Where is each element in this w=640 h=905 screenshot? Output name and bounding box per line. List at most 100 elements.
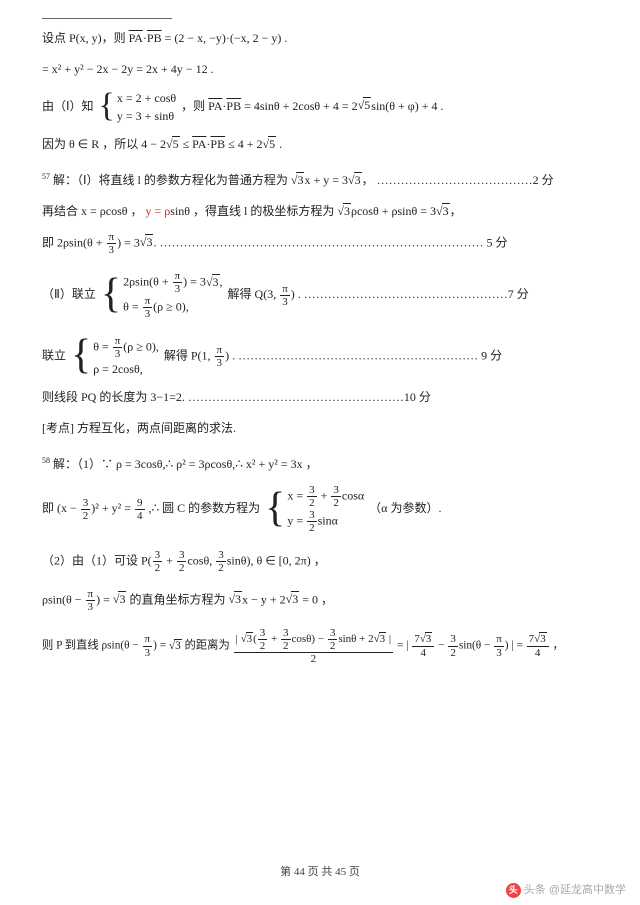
- text-line: 57 解：（Ⅰ）将直线 l 的参数方程化为普通方程为 √3x + y = 3√3…: [42, 169, 598, 192]
- t: ，: [550, 640, 564, 652]
- big-frac: | √3(32 + 32cosθ) − 32sinθ + 2√3 | 2: [234, 627, 394, 665]
- frac: 32: [448, 633, 458, 658]
- sqrt: 3: [354, 172, 362, 187]
- t: ) = 3: [117, 235, 140, 249]
- t: 的距离为: [182, 640, 233, 652]
- vec: PA: [208, 98, 222, 112]
- row: y = 32sinα: [287, 509, 364, 534]
- rows: x = 32 + 32cosα y = 32sinα: [287, 484, 364, 534]
- frac: π3: [215, 344, 225, 369]
- text-line: 因为 θ ∈ R ，所以 4 − 2√5 ≤ PA·PB ≤ 4 + 2√5 .: [42, 133, 598, 156]
- row: y = 3 + sinθ: [117, 107, 176, 125]
- t: = 0 ，: [299, 592, 333, 606]
- sqrt: 3: [442, 203, 450, 218]
- sqrt: 3: [174, 639, 182, 652]
- t: x − y + 2: [242, 592, 286, 606]
- rows: 2ρsin(θ + π3) = 3√3, θ = π3(ρ ≥ 0),: [123, 270, 222, 320]
- text-line: 则线段 PQ 的长度为 3−1=2. ………………………………………………10 …: [42, 386, 598, 409]
- t: = (2 − x, −y)·(−x, 2 − y) .: [165, 31, 288, 45]
- text-line: 58 解：（1）∵ ρ = 3cosθ,∴ ρ² = 3ρcosθ,∴ x² +…: [42, 453, 598, 476]
- qnum: 57: [42, 172, 50, 181]
- frac: π3: [494, 633, 504, 658]
- t: ) | =: [505, 640, 526, 652]
- sqrt: 5: [172, 136, 180, 151]
- vec: PB: [210, 137, 225, 151]
- frac: 7√34: [412, 633, 434, 658]
- text-line: 即 (x − 32)² + y² = 94 ,∴ 圆 C 的参数方程为 { x …: [42, 484, 598, 534]
- text-line: 设点 P(x, y)，则 PA·PB = (2 − x, −y)·(−x, 2 …: [42, 27, 598, 50]
- t: 解得 Q(3,: [228, 287, 280, 301]
- t: cosθ,: [187, 553, 215, 567]
- t: sin(θ −: [459, 640, 493, 652]
- t: .: [279, 137, 282, 151]
- row: ρ = 2cosθ,: [93, 360, 159, 378]
- sqrt: 3: [343, 203, 351, 218]
- score: 5 分: [483, 235, 507, 249]
- score: 2 分: [533, 173, 554, 187]
- vec: PB: [147, 31, 162, 45]
- t: ) =: [96, 592, 113, 606]
- vec: PA: [192, 137, 206, 151]
- text-line: （Ⅱ）联立 { 2ρsin(θ + π3) = 3√3, θ = π3(ρ ≥ …: [42, 270, 598, 320]
- t: （α 为参数）.: [369, 501, 441, 515]
- text-line: 即 2ρsin(θ + π3) = 3√3. ………………………………………………: [42, 231, 598, 256]
- t: ，: [450, 204, 462, 218]
- t: ρsin(θ −: [42, 592, 85, 606]
- t: )² + y² =: [91, 501, 134, 515]
- row: θ = π3(ρ ≥ 0),: [93, 335, 159, 360]
- t: 即 2ρsin(θ +: [42, 235, 106, 249]
- text-line: 联立 { θ = π3(ρ ≥ 0), ρ = 2cosθ, 解得 P(1, π…: [42, 335, 598, 378]
- frac: 32: [153, 549, 163, 574]
- brace-icon: {: [71, 337, 91, 375]
- rule-top: [42, 18, 172, 19]
- t: sinθ ，得直线 l 的极坐标方程为: [170, 204, 337, 218]
- row: θ = π3(ρ ≥ 0),: [123, 295, 222, 320]
- score: 9 分: [478, 348, 502, 362]
- frac: π3: [280, 283, 290, 308]
- text-line: = x² + y² − 2x − 2y = 2x + 4y − 12 .: [42, 58, 598, 81]
- frac: 94: [135, 497, 145, 522]
- text-line: 再结合 x = ρcosθ ， y = ρsinθ ，得直线 l 的极坐标方程为…: [42, 200, 598, 223]
- vec: PB: [226, 98, 241, 112]
- t: 因为 θ ∈ R ，所以 4 − 2: [42, 137, 166, 151]
- cases: { x = 2 + cosθ y = 3 + sinθ: [99, 89, 177, 125]
- score: 7 分: [508, 287, 529, 301]
- t: −: [435, 640, 447, 652]
- dots: ………………………………………………: [188, 390, 404, 404]
- frac: 32: [177, 549, 187, 574]
- t: ) .: [291, 287, 301, 301]
- t: x + y = 3: [304, 173, 348, 187]
- dots: ………………………………………………………………………: [159, 235, 483, 249]
- sqrt: 3: [291, 591, 299, 606]
- t-red: y = ρ: [146, 204, 171, 218]
- t: ) =: [153, 640, 169, 652]
- frac: π3: [107, 231, 117, 256]
- t: 即 (x −: [42, 501, 80, 515]
- dots: ……………………………………………: [304, 287, 508, 301]
- t: ≤ 4 + 2: [228, 137, 262, 151]
- score: 10 分: [404, 390, 431, 404]
- t: 再结合 x = ρcosθ ，: [42, 204, 143, 218]
- text-line: 由（Ⅰ）知 { x = 2 + cosθ y = 3 + sinθ ，则 PA·…: [42, 89, 598, 125]
- frac: 32: [216, 549, 226, 574]
- t: ≤: [183, 137, 193, 151]
- t: ) .: [225, 348, 235, 362]
- t: 解：（Ⅰ）将直线 l 的参数方程化为普通方程为: [53, 173, 291, 187]
- watermark-icon: 头: [506, 883, 521, 898]
- row: 2ρsin(θ + π3) = 3√3,: [123, 270, 222, 295]
- t: 则线段 PQ 的长度为 3−1=2.: [42, 390, 185, 404]
- t: （Ⅱ）联立: [42, 287, 96, 301]
- t: ，则: [181, 98, 208, 112]
- t: 联立: [42, 348, 66, 362]
- watermark-text: 头条 @延龙高中数学: [524, 880, 626, 901]
- text-line: ρsin(θ − π3) = √3 的直角坐标方程为 √3x − y + 2√3…: [42, 588, 598, 613]
- cases: { 2ρsin(θ + π3) = 3√3, θ = π3(ρ ≥ 0),: [101, 270, 223, 320]
- cases: { x = 32 + 32cosα y = 32sinα: [265, 484, 364, 534]
- t: +: [163, 553, 176, 567]
- t: （2）由（1）可设 P(: [42, 553, 152, 567]
- frac: 7√34: [527, 633, 549, 658]
- sqrt: 3: [234, 591, 242, 606]
- t: 的直角坐标方程为: [126, 592, 228, 606]
- vec: PA: [129, 31, 143, 45]
- t: = x² + y² − 2x − 2y = 2x + 4y − 12 .: [42, 62, 214, 76]
